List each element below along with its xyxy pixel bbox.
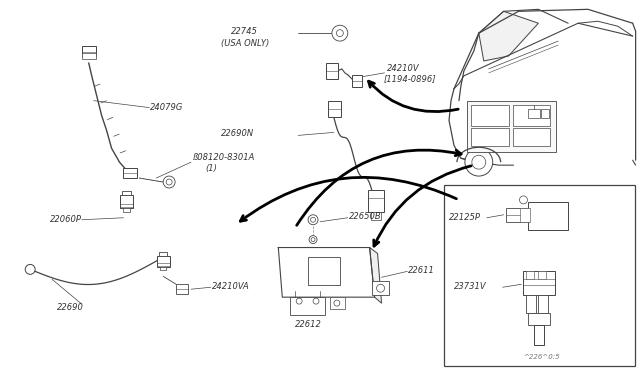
- Bar: [471, 128, 509, 146]
- Text: (1): (1): [206, 164, 218, 173]
- Bar: [524, 271, 556, 295]
- Circle shape: [309, 235, 317, 244]
- Bar: [538, 295, 548, 313]
- Bar: [326, 63, 338, 79]
- Bar: [538, 271, 547, 279]
- Circle shape: [334, 300, 340, 306]
- Bar: [372, 281, 390, 295]
- Bar: [529, 313, 550, 325]
- Bar: [328, 101, 341, 116]
- Bar: [176, 284, 188, 294]
- Circle shape: [296, 298, 302, 304]
- Bar: [308, 257, 340, 285]
- Bar: [160, 267, 166, 270]
- Bar: [513, 105, 550, 126]
- Polygon shape: [370, 247, 381, 303]
- Circle shape: [25, 264, 35, 274]
- Bar: [467, 101, 556, 152]
- Bar: [529, 109, 540, 118]
- Bar: [520, 208, 531, 222]
- Circle shape: [376, 284, 385, 292]
- Bar: [290, 297, 325, 315]
- Bar: [82, 53, 96, 59]
- Circle shape: [308, 215, 318, 225]
- Circle shape: [465, 148, 493, 176]
- Text: 22690N: 22690N: [221, 129, 254, 138]
- Bar: [120, 195, 133, 208]
- Circle shape: [311, 238, 315, 241]
- Polygon shape: [278, 247, 374, 297]
- Bar: [513, 128, 550, 146]
- Circle shape: [163, 176, 175, 188]
- Bar: [529, 202, 568, 230]
- Text: ^226^0:5: ^226^0:5: [524, 354, 560, 360]
- Text: 22611: 22611: [408, 266, 435, 275]
- Bar: [123, 208, 130, 212]
- Text: 22690: 22690: [57, 302, 84, 312]
- Bar: [122, 190, 131, 195]
- Text: ß08120-8301A: ß08120-8301A: [193, 153, 255, 162]
- Circle shape: [472, 155, 486, 169]
- Bar: [527, 271, 534, 279]
- Bar: [541, 109, 549, 118]
- Bar: [159, 253, 167, 256]
- Bar: [330, 297, 345, 309]
- Text: 24079G: 24079G: [150, 103, 184, 112]
- Text: 24210V: 24210V: [387, 64, 419, 73]
- Bar: [367, 190, 383, 212]
- Bar: [471, 105, 509, 126]
- Text: 22060P: 22060P: [50, 215, 82, 224]
- Text: 23731V: 23731V: [454, 282, 486, 291]
- Text: 22612: 22612: [295, 320, 322, 330]
- Circle shape: [166, 179, 172, 185]
- Bar: [124, 168, 138, 178]
- Circle shape: [520, 196, 527, 204]
- Bar: [82, 46, 96, 56]
- Circle shape: [332, 25, 348, 41]
- Circle shape: [310, 217, 316, 222]
- Bar: [157, 256, 170, 267]
- Bar: [506, 208, 529, 222]
- Text: [1194-0896]: [1194-0896]: [383, 74, 436, 83]
- Bar: [352, 75, 362, 87]
- Text: 22650B: 22650B: [349, 212, 381, 221]
- Polygon shape: [479, 11, 538, 61]
- Bar: [527, 295, 536, 313]
- Text: 22125P: 22125P: [449, 213, 481, 222]
- Circle shape: [313, 298, 319, 304]
- Bar: [444, 185, 635, 366]
- Bar: [534, 325, 544, 345]
- Circle shape: [337, 30, 343, 36]
- Text: 22745: 22745: [230, 27, 257, 36]
- Text: 24210VA: 24210VA: [212, 282, 250, 291]
- Bar: [371, 212, 381, 220]
- Text: (USA ONLY): (USA ONLY): [221, 39, 269, 48]
